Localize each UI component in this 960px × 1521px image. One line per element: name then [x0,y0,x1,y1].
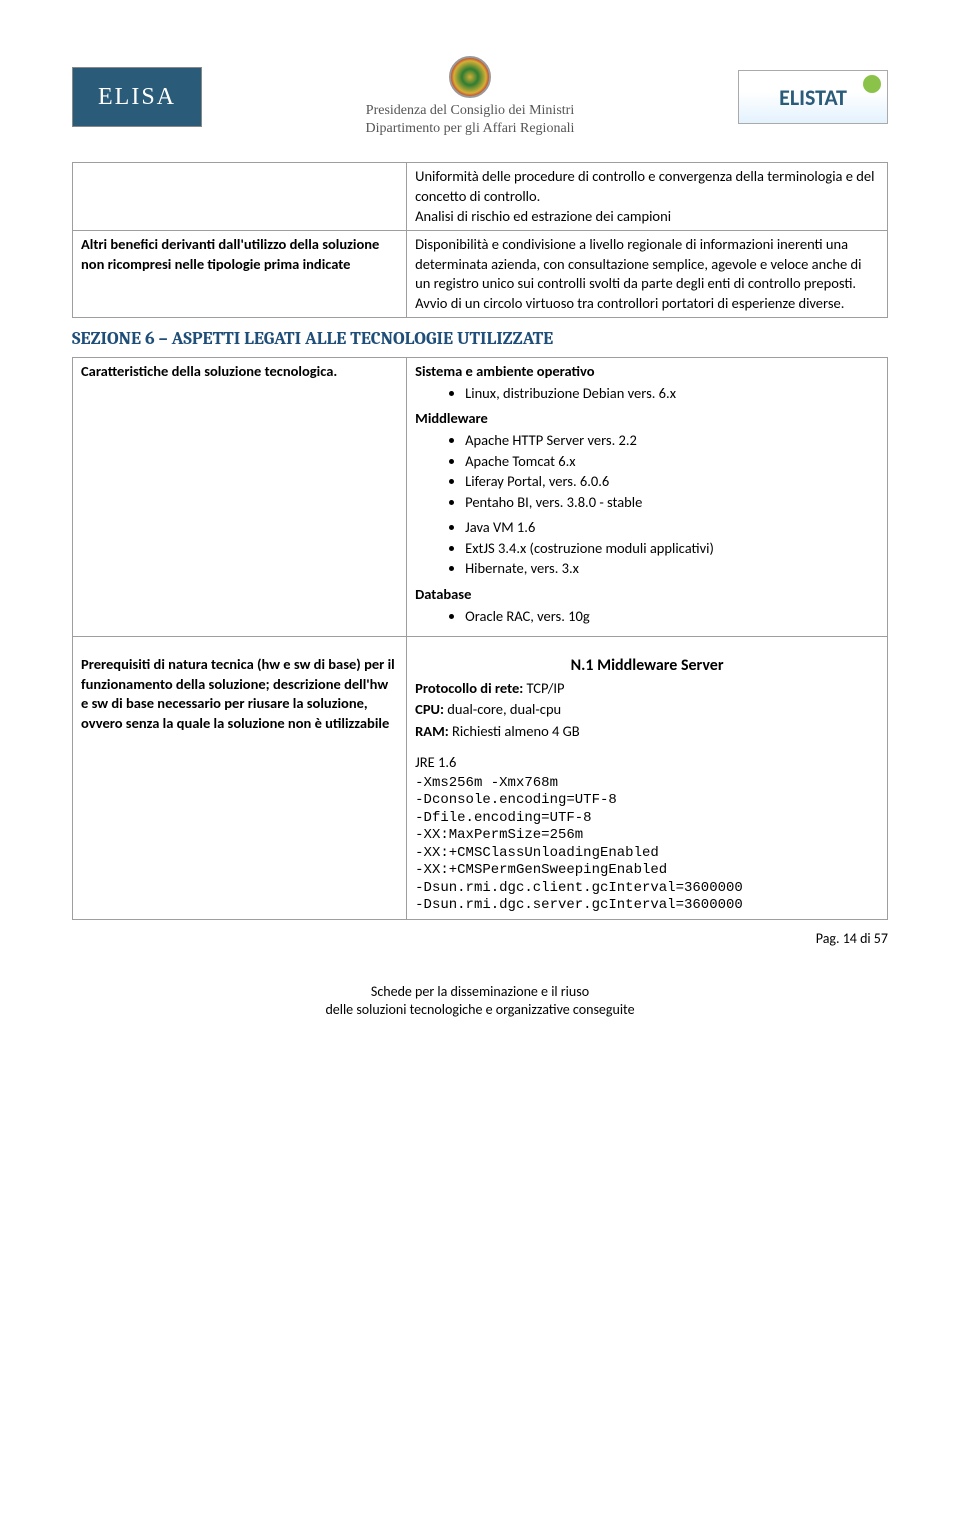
center-line2: Dipartimento per gli Affari Regionali [366,120,575,138]
t1-r1-right: Uniformità delle procedure di controllo … [407,163,888,231]
emblem-icon [449,56,491,98]
proto-line: Protocollo di rete: TCP/IP [415,679,879,699]
jvm-args-block: -Xms256m -Xmx768m -Dconsole.encoding=UTF… [415,775,879,915]
table-row: Caratteristiche della soluzione tecnolog… [73,358,888,637]
list-item: ExtJS 3.4.x (costruzione moduli applicat… [465,539,879,559]
t1-r1-right-text: Uniformità delle procedure di controllo … [415,167,874,224]
cpu-val: dual-core, dual-cpu [444,700,561,718]
proto-label: Protocollo di rete: [415,679,523,697]
section-6-heading: SEZIONE 6 – ASPETTI LEGATI ALLE TECNOLOG… [72,328,888,349]
cpu-line: CPU: dual-core, dual-cpu [415,700,879,720]
t1-r2-left: Altri benefici derivanti dall'utilizzo d… [73,231,407,318]
ram-val: Richiesti almeno 4 GB [449,722,580,740]
middleware-title: Middleware [415,409,879,429]
list-item: Java VM 1.6 [465,518,879,538]
center-line1: Presidenza del Consiglio dei Ministri [366,102,575,120]
smiley-icon [863,75,881,93]
database-title: Database [415,585,879,605]
list-item: Liferay Portal, vers. 6.0.6 [465,472,879,492]
list-item: Pentaho BI, vers. 3.8.0 - stable [465,493,879,513]
list-item: Apache HTTP Server vers. 2.2 [465,431,879,451]
list-item: Hibernate, vers. 3.x [465,559,879,579]
logo-elisa-text: ELISA [98,84,176,111]
t2-r2-right: N.1 Middleware Server Protocollo di rete… [407,637,888,920]
page-footer: Schede per la disseminazione e il riuso … [72,983,888,1019]
cpu-label: CPU: [415,700,444,718]
middleware-list: Apache HTTP Server vers. 2.2 Apache Tomc… [465,431,879,512]
runtime-list: Java VM 1.6 ExtJS 3.4.x (costruzione mod… [465,518,879,579]
ram-label: RAM: [415,722,449,740]
logo-elistat-text: ELISTAT [779,84,847,111]
t2-r1-right: Sistema e ambiente operativo Linux, dist… [407,358,888,637]
page-number: Pag. 14 di 57 [72,930,888,947]
logo-presidenza: Presidenza del Consiglio dei Ministri Di… [366,56,575,138]
t1-r2-right: Disponibilità e condivisione a livello r… [407,231,888,318]
logo-elistat: ELISTAT [738,70,888,124]
list-item: Oracle RAC, vers. 10g [465,607,879,627]
jre-label: JRE 1.6 [415,753,879,773]
t2-r2-left: Prerequisiti di natura tecnica (hw e sw … [73,637,407,920]
database-list: Oracle RAC, vers. 10g [465,607,879,627]
t2-r1-left: Caratteristiche della soluzione tecnolog… [73,358,407,637]
document-page: ELISA Presidenza del Consiglio dei Minis… [0,0,960,1059]
header-logos: ELISA Presidenza del Consiglio dei Minis… [72,56,888,138]
table-row: Altri benefici derivanti dall'utilizzo d… [73,231,888,318]
list-item: Apache Tomcat 6.x [465,452,879,472]
list-item: Linux, distribuzione Debian vers. 6.x [465,384,879,404]
table-1: Uniformità delle procedure di controllo … [72,162,888,318]
sys-os-title: Sistema e ambiente operativo [415,362,879,382]
middleware-server-heading: N.1 Middleware Server [415,655,879,677]
table-row: Uniformità delle procedure di controllo … [73,163,888,231]
t1-r2-right-text: Disponibilità e condivisione a livello r… [415,235,861,312]
footer-line1: Schede per la disseminazione e il riuso [72,983,888,1001]
t2-r2-left-text: Prerequisiti di natura tecnica (hw e sw … [81,655,395,732]
sys-os-list: Linux, distribuzione Debian vers. 6.x [465,384,879,404]
t1-r1-left [73,163,407,231]
logo-elisa: ELISA [72,67,202,127]
ram-line: RAM: Richiesti almeno 4 GB [415,722,879,742]
table-row: Prerequisiti di natura tecnica (hw e sw … [73,637,888,920]
proto-val: TCP/IP [523,679,564,697]
footer-line2: delle soluzioni tecnologiche e organizza… [72,1001,888,1019]
table-2: Caratteristiche della soluzione tecnolog… [72,357,888,920]
